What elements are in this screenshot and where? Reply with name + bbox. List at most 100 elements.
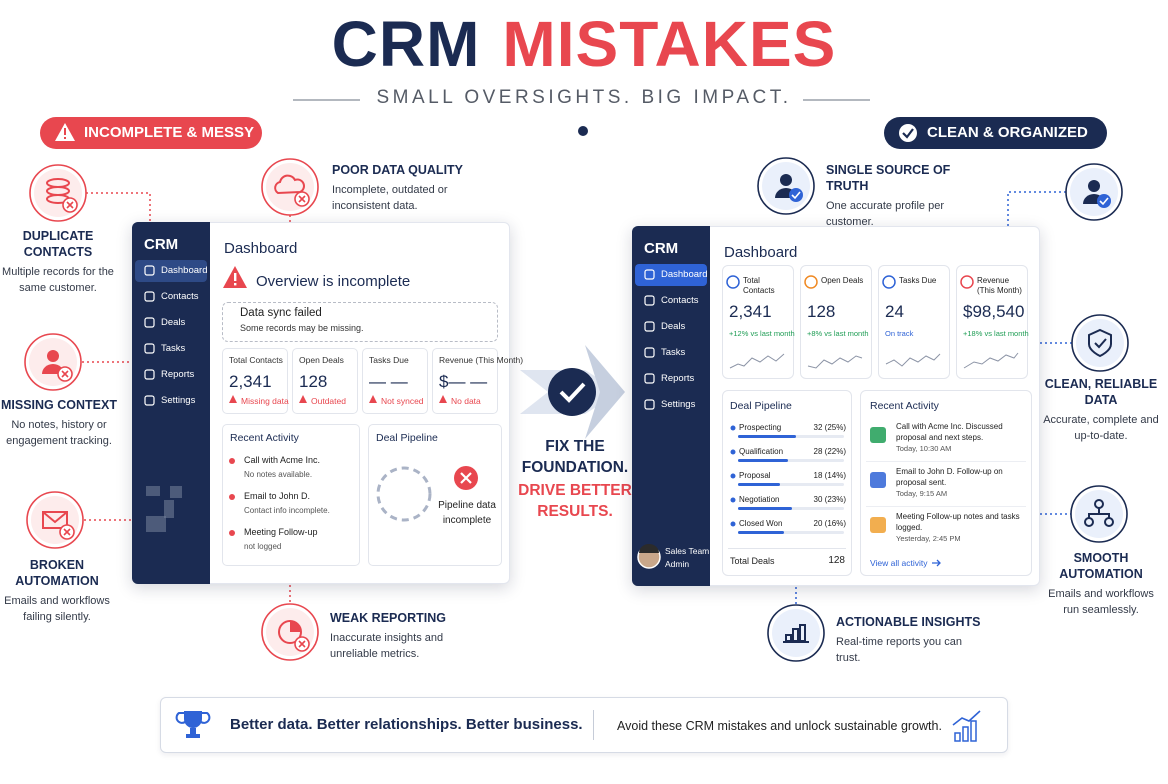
activity-title: Meeting Follow-up [244, 527, 318, 537]
stat-card [878, 265, 950, 379]
subtitle: SMALL OVERSIGHTS. BIG IMPACT. [376, 87, 792, 108]
callout-title: WEAK REPORTING [330, 611, 446, 625]
stage-fill [738, 435, 796, 438]
chevron [520, 370, 620, 414]
card-change: +12% vs last month [729, 329, 795, 338]
chevron [585, 345, 625, 439]
menu-item: Contacts [161, 291, 199, 302]
menu-item: Contacts [661, 295, 699, 306]
footer-text: Avoid these CRM mistakes and unlock sust… [617, 719, 942, 733]
footer-divider [593, 710, 594, 740]
dot [578, 126, 588, 136]
activity-title: Email to John D. [244, 491, 311, 501]
icon-glyph [42, 364, 64, 374]
icon-badge [61, 370, 69, 378]
activity-link: View all activity [870, 558, 928, 568]
stat-card [362, 348, 428, 414]
menu-item: Deals [661, 321, 686, 332]
separator [866, 506, 1026, 507]
callout: ACTIONABLE INSIGHTS Real-time reports you… [836, 614, 986, 666]
stage-name: Negotiation [739, 495, 780, 504]
badge-label: CLEAN & ORGANIZED [927, 124, 1088, 141]
blurred-block [146, 516, 166, 532]
dashboard-heading: Dashboard [724, 244, 798, 261]
icon-ring [757, 157, 815, 215]
card-value: $98,540 [963, 302, 1025, 321]
activity-note: No notes available. [244, 470, 313, 479]
callout-title: BROKEN AUTOMATION [15, 558, 99, 588]
stage-track [738, 483, 844, 486]
icon-badge [1099, 197, 1109, 206]
card-label: Tasks Due [899, 276, 937, 285]
pipeline-panel [722, 390, 852, 576]
icon-badge [63, 528, 71, 536]
panel-title: Deal Pipeline [376, 432, 438, 444]
icon-ring [261, 603, 319, 661]
alert-text: Some records may be missing. [240, 323, 364, 333]
icon-badge [1097, 194, 1111, 208]
icon-ring [1070, 485, 1128, 543]
icon-glyph [1088, 508, 1110, 518]
icon-glyph [1104, 517, 1114, 527]
panel-title: Recent Activity [230, 432, 299, 444]
blurred-block [170, 486, 182, 498]
icon-fill [266, 608, 314, 656]
alert-title: Data sync failed [240, 307, 322, 319]
icon-glyph [1088, 180, 1100, 192]
icon-glyph [46, 194, 70, 204]
card-label: Total Contacts [743, 276, 775, 295]
icon-badge [62, 197, 78, 213]
stage-fill [738, 483, 780, 486]
activity-panel [860, 390, 1032, 576]
callout: BROKEN AUTOMATION Emails and workflows fa… [0, 557, 114, 625]
card-label: Open Deals [821, 276, 864, 285]
stage-fill [738, 507, 792, 510]
blurred-block [164, 500, 174, 518]
card-value: — — [369, 372, 408, 391]
menu-item: Settings [161, 395, 196, 406]
icon-badge [298, 640, 306, 648]
callout-text: One accurate profile per customer. [826, 200, 945, 228]
icon-fill [29, 338, 77, 386]
callout-title: CLEAN, RELIABLE DATA [1044, 377, 1158, 407]
footer-tagline: Better data. Better relationships. Bette… [230, 716, 583, 733]
callout-title: ACTIONABLE INSIGHTS [836, 615, 981, 629]
icon-glyph [1094, 338, 1107, 349]
pipeline-panel [368, 424, 502, 566]
stat-card [292, 348, 358, 414]
callout: POOR DATA QUALITY Incomplete, outdated or… [332, 162, 492, 214]
stat-card [956, 265, 1028, 379]
icon-fill [31, 496, 79, 544]
icon-glyph [47, 350, 59, 362]
icon-ring [24, 333, 82, 391]
icon-badge [57, 366, 73, 382]
stage-fill [738, 459, 788, 462]
card-status: Outdated [311, 396, 346, 406]
icon-badge [789, 188, 803, 202]
menu-item: Dashboard [661, 269, 708, 280]
footer-box [160, 697, 1008, 753]
icon-glyph [775, 188, 797, 198]
brand: CRM [644, 240, 679, 257]
icon-glyph [792, 628, 799, 642]
badge-label: INCOMPLETE & MESSY [84, 124, 255, 141]
callout-text: Inaccurate insights and unreliable metri… [330, 632, 444, 660]
card-value: 128 [807, 302, 836, 321]
menu-item: Tasks [161, 343, 186, 354]
user-name: Sales Team [665, 546, 710, 556]
stage-count: 28 (22%) [813, 447, 846, 456]
card-status: Not synced [381, 396, 424, 406]
icon-ring [1065, 163, 1123, 221]
connector [1007, 191, 1066, 226]
icon-fill [1070, 168, 1118, 216]
icon-fill [772, 609, 820, 657]
activity-text: Email to John D. Follow-up on proposal s… [896, 467, 1003, 487]
stage-count: 20 (16%) [813, 519, 846, 528]
callout-text: Real-time reports you can trust. [836, 636, 962, 664]
activity-note: not logged [244, 542, 282, 551]
menu-item: Dashboard [161, 265, 208, 276]
stage-track [738, 459, 844, 462]
callout-text: Incomplete, outdated or inconsistent dat… [332, 184, 448, 212]
icon-fill [762, 162, 810, 210]
